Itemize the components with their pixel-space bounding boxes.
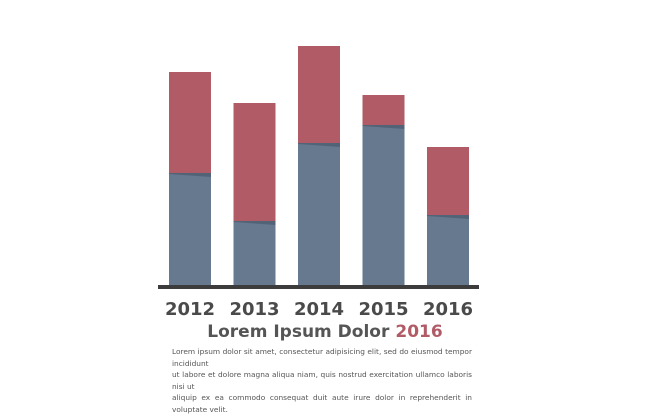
x-tick-label-2012: 2012 bbox=[165, 299, 215, 320]
bar-2013-segment-2 bbox=[233, 103, 276, 221]
x-tick-label-2016: 2016 bbox=[423, 299, 473, 320]
bar-2015-segment-1 bbox=[362, 125, 405, 285]
paragraph-line-2: ut labore et dolore magna aliqua niam, q… bbox=[172, 370, 472, 391]
stacked-bar-chart: 2012 2013 2014 2015 2016 bbox=[158, 46, 479, 320]
x-tick-label-2015: 2015 bbox=[358, 299, 408, 320]
bar-2012-segment-1 bbox=[169, 173, 211, 285]
description-paragraph: Lorem ipsum dolor sit amet, consectetur … bbox=[172, 346, 472, 415]
bar-2016-segment-2 bbox=[427, 147, 469, 215]
bar-2012-fold-shadow bbox=[169, 173, 211, 177]
bar-2014-segment-1 bbox=[298, 143, 340, 285]
bar-2013-fold-shadow bbox=[233, 221, 276, 225]
paragraph-line-3: aliquip ex ea commodo consequat duit aut… bbox=[172, 393, 472, 414]
bar-2015-fold-shadow bbox=[362, 125, 405, 129]
bar-2016-fold-shadow bbox=[427, 215, 469, 219]
x-tick-label-2014: 2014 bbox=[294, 299, 344, 320]
bar-2014-fold-shadow bbox=[298, 143, 340, 147]
chart-heading: Lorem Ipsum Dolor 2016 bbox=[0, 322, 650, 342]
heading-text: Lorem Ipsum Dolor bbox=[207, 322, 390, 342]
heading-year: 2016 bbox=[395, 322, 443, 342]
bar-2016-segment-1 bbox=[427, 215, 469, 285]
bar-2014-segment-2 bbox=[298, 46, 340, 143]
bar-2015-segment-2 bbox=[362, 95, 405, 125]
paragraph-line-1: Lorem ipsum dolor sit amet, consectetur … bbox=[172, 347, 472, 368]
x-tick-label-2013: 2013 bbox=[229, 299, 279, 320]
bar-2013-segment-1 bbox=[233, 221, 276, 285]
x-axis-baseline bbox=[158, 285, 479, 289]
bar-2012-segment-2 bbox=[169, 72, 211, 173]
